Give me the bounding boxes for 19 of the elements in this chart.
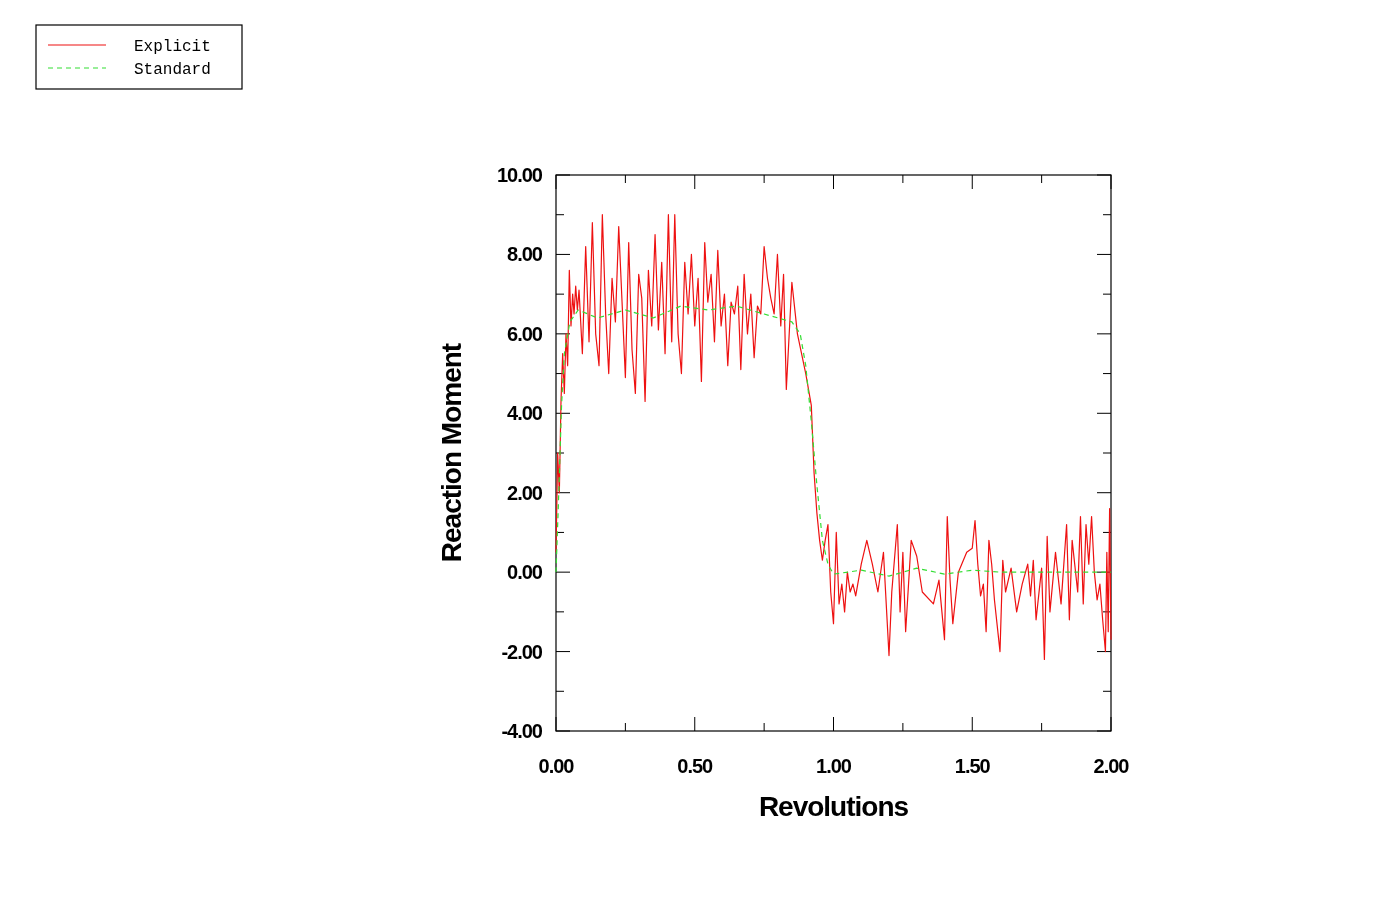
x-axis-title: Revolutions — [758, 791, 909, 822]
y-tick-label: 2.00 — [507, 481, 543, 504]
x-tick-label: 0.00 — [538, 755, 575, 777]
x-tick-label: 1.50 — [954, 755, 991, 777]
y-tick-label: 6.00 — [507, 322, 543, 345]
y-tick-label: 4.00 — [507, 402, 543, 425]
line-series — [555, 305, 1112, 577]
y-tick-label: 8.00 — [507, 243, 543, 266]
y-tick-label: 10.00 — [496, 164, 543, 186]
x-tick-label: 1.00 — [816, 755, 852, 777]
x-tick-label: 0.50 — [677, 755, 714, 777]
y-tick-label: -4.00 — [501, 720, 543, 742]
y-tick-label: 0.00 — [507, 561, 543, 584]
y-axis-title: Reaction Moment — [436, 343, 467, 563]
y-tick-label: -2.00 — [501, 640, 543, 663]
x-tick-label: 2.00 — [1093, 755, 1130, 777]
line-series — [555, 214, 1112, 661]
legend-label: Explicit — [134, 37, 211, 56]
legend-label: Standard — [134, 60, 211, 79]
